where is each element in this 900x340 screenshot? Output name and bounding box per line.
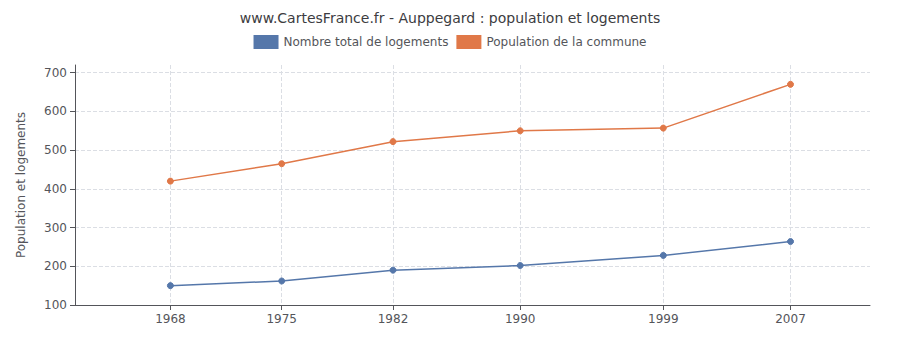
svg-text:www.CartesFrance.fr - Auppegar: www.CartesFrance.fr - Auppegard : popula… xyxy=(240,10,660,26)
svg-text:1999: 1999 xyxy=(648,312,679,326)
svg-text:700: 700 xyxy=(44,66,67,80)
svg-text:1968: 1968 xyxy=(155,312,186,326)
svg-text:400: 400 xyxy=(44,182,67,196)
svg-text:100: 100 xyxy=(44,298,67,312)
svg-text:Population de la commune: Population de la commune xyxy=(486,35,646,49)
svg-text:1975: 1975 xyxy=(266,312,297,326)
svg-text:Nombre total de logements: Nombre total de logements xyxy=(284,35,449,49)
svg-text:300: 300 xyxy=(44,221,67,235)
svg-text:600: 600 xyxy=(44,104,67,118)
svg-text:200: 200 xyxy=(44,259,67,273)
svg-text:500: 500 xyxy=(44,143,67,157)
svg-text:Population et logements: Population et logements xyxy=(14,112,28,258)
svg-text:2007: 2007 xyxy=(775,312,806,326)
svg-text:1990: 1990 xyxy=(505,312,536,326)
svg-text:1982: 1982 xyxy=(378,312,409,326)
